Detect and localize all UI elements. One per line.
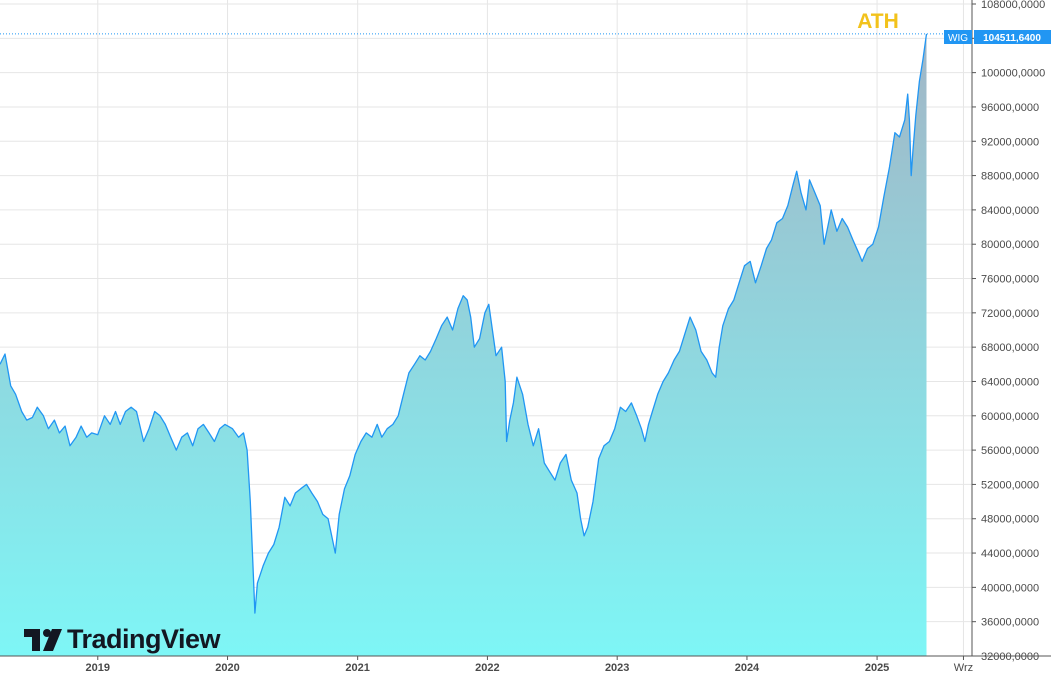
y-tick-label: 76000,0000 bbox=[981, 274, 1039, 286]
y-tick-label: 40000,0000 bbox=[981, 582, 1039, 594]
price-tag-symbol-box bbox=[944, 30, 972, 44]
y-tick-label: 80000,0000 bbox=[981, 239, 1039, 251]
x-tick-label: 2022 bbox=[475, 662, 499, 674]
tradingview-logo-text: TradingView bbox=[67, 624, 222, 654]
price-tag[interactable]: WIG 104511,6400 bbox=[944, 30, 1051, 44]
data-area bbox=[0, 33, 928, 656]
y-tick-label: 88000,0000 bbox=[981, 171, 1039, 183]
x-tick-label: 2021 bbox=[345, 662, 369, 674]
y-tick-label: 36000,0000 bbox=[981, 617, 1039, 629]
x-tick-label: 2019 bbox=[86, 662, 110, 674]
y-tick-label: 64000,0000 bbox=[981, 376, 1039, 388]
price-tag-symbol: WIG bbox=[948, 33, 968, 44]
price-tag-value-box bbox=[974, 30, 1051, 44]
y-tick-label: 44000,0000 bbox=[981, 548, 1039, 560]
x-tick-label: 2025 bbox=[865, 662, 889, 674]
y-tick-label: 108000,0000 bbox=[981, 0, 1045, 11]
y-tick-label: 84000,0000 bbox=[981, 205, 1039, 217]
y-tick-label: 52000,0000 bbox=[981, 479, 1039, 491]
y-tick-label: 60000,0000 bbox=[981, 411, 1039, 423]
y-tick-label: 100000,0000 bbox=[981, 68, 1045, 80]
y-tick-label: 32000,0000 bbox=[981, 651, 1039, 663]
series-area-fill bbox=[0, 33, 927, 656]
tradingview-logo-icon bbox=[24, 629, 62, 651]
x-tick-label: 2023 bbox=[605, 662, 629, 674]
x-tick-label: 2024 bbox=[735, 662, 760, 674]
y-tick-label: 72000,0000 bbox=[981, 308, 1039, 320]
x-tick-label: 2020 bbox=[215, 662, 239, 674]
y-tick-label: 92000,0000 bbox=[981, 136, 1039, 148]
ath-annotation: ATH bbox=[857, 10, 899, 33]
y-tick-label: 68000,0000 bbox=[981, 342, 1039, 354]
y-tick-label: 48000,0000 bbox=[981, 514, 1039, 526]
series-line bbox=[0, 33, 928, 614]
price-tag-value: 104511,6400 bbox=[983, 33, 1041, 44]
y-tick-label: 56000,0000 bbox=[981, 445, 1039, 457]
tradingview-watermark[interactable]: TradingView bbox=[24, 624, 222, 654]
y-tick-label: 96000,0000 bbox=[981, 102, 1039, 114]
x-tick-label: Wrz bbox=[954, 662, 973, 674]
